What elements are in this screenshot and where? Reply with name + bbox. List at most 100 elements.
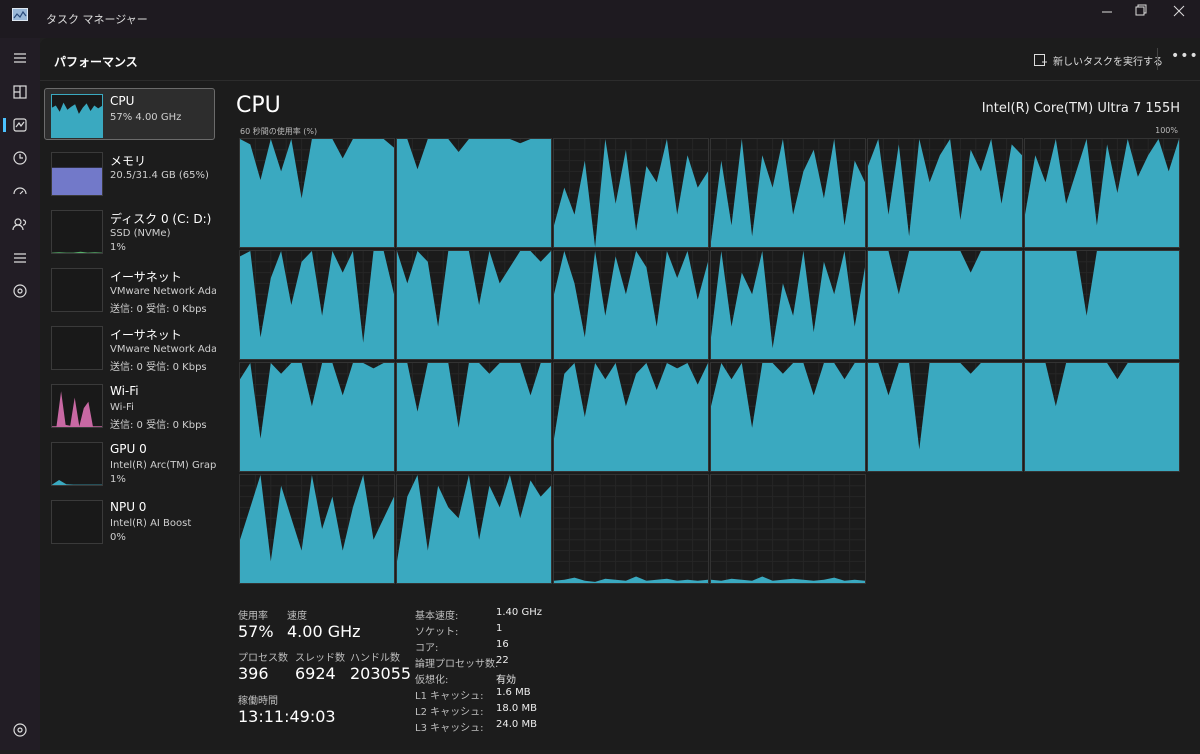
item-detail: 57% 4.00 GHz xyxy=(110,112,182,123)
item-detail: 1% xyxy=(110,242,126,253)
cpu-title: CPU xyxy=(236,93,281,118)
usage-area xyxy=(240,475,394,583)
usage-area xyxy=(397,475,551,583)
core-graph xyxy=(867,362,1023,472)
item-name: イーサネット xyxy=(110,328,182,342)
item-detail: 0% xyxy=(110,532,126,543)
stat-label: ハンドル数 xyxy=(350,653,400,664)
stat-value: 396 xyxy=(238,664,269,683)
title-bar: タスク マネージャー xyxy=(0,0,1200,38)
core-graph xyxy=(396,138,552,248)
core-graph xyxy=(867,138,1023,248)
item-detail: SSD (NVMe) xyxy=(110,228,171,239)
core-graph xyxy=(1024,362,1180,472)
usage-area xyxy=(868,251,1022,359)
stat-label: 速度 xyxy=(287,611,307,622)
thumbnail xyxy=(51,94,103,138)
item-detail: Intel(R) AI Boost xyxy=(110,518,192,529)
stat-value: 4.00 GHz xyxy=(287,622,361,641)
thumbnail xyxy=(51,442,103,486)
item-name: Wi-Fi xyxy=(110,384,139,398)
spec-label: 論理プロセッサ数: xyxy=(415,659,499,670)
usage-area xyxy=(240,363,394,471)
spec-label: L1 キャッシュ: xyxy=(415,691,484,702)
core-graph xyxy=(1024,250,1180,360)
spec-label: ソケット: xyxy=(415,627,459,638)
usage-area xyxy=(554,363,708,471)
core-graph xyxy=(553,362,709,472)
run-task-button[interactable]: 新しいタスクを実行する xyxy=(1033,50,1163,70)
item-name: NPU 0 xyxy=(110,500,147,514)
core-graph xyxy=(239,250,395,360)
usage-area xyxy=(397,139,551,247)
navigation-rail xyxy=(0,38,40,750)
item-detail: VMware Network Adapt xyxy=(110,286,216,297)
usage-area xyxy=(1025,139,1179,247)
nav-icons[interactable] xyxy=(0,38,40,750)
spec-label: 仮想化: xyxy=(415,675,449,686)
core-graph xyxy=(710,250,866,360)
thumbnail xyxy=(51,268,103,312)
core-graph xyxy=(239,362,395,472)
core-graph xyxy=(553,474,709,584)
item-name: イーサネット xyxy=(110,270,182,284)
usage-area xyxy=(554,139,708,247)
usage-area xyxy=(240,139,394,247)
usage-area xyxy=(711,576,865,583)
usage-area xyxy=(868,139,1022,247)
core-graph xyxy=(867,250,1023,360)
item-name: CPU xyxy=(110,94,135,108)
stat-label: スレッド数 xyxy=(295,653,345,664)
stat-label: プロセス数 xyxy=(238,653,288,664)
core-graph xyxy=(239,138,395,248)
item-detail: VMware Network Adapt xyxy=(110,344,216,355)
thumbnail xyxy=(51,500,103,544)
usage-area xyxy=(52,167,102,195)
spec-value: 1 xyxy=(496,623,503,634)
usage-area xyxy=(397,363,551,471)
window-title: タスク マネージャー xyxy=(46,13,148,26)
usage-area xyxy=(711,139,865,247)
core-graph xyxy=(239,474,395,584)
core-graph xyxy=(553,138,709,248)
graph-label: 60 秒間の使用率 (%) xyxy=(240,127,318,136)
run-task-label: 新しいタスクを実行する xyxy=(1053,56,1163,68)
item-detail: Intel(R) Arc(TM) Graphic xyxy=(110,460,216,471)
usage-area xyxy=(397,251,551,359)
usage-area xyxy=(711,251,865,359)
usage-area xyxy=(52,251,102,253)
usage-area xyxy=(868,363,1022,471)
spec-label: 基本速度: xyxy=(415,611,459,622)
spec-label: L2 キャッシュ: xyxy=(415,707,484,718)
thumbnail xyxy=(51,152,103,196)
item-detail: 送信: 0 受信: 0 Kbps xyxy=(110,304,207,315)
usage-area xyxy=(52,480,102,485)
window-controls[interactable] xyxy=(1080,0,1200,30)
core-graph xyxy=(553,250,709,360)
stat-value: 13:11:49:03 xyxy=(238,707,336,726)
core-graph xyxy=(396,474,552,584)
item-detail: 送信: 0 受信: 0 Kbps xyxy=(110,362,207,373)
usage-area xyxy=(240,251,394,359)
stat-value: 6924 xyxy=(295,664,336,683)
thumbnail xyxy=(51,210,103,254)
page-title: パフォーマンス xyxy=(54,55,138,69)
more-button[interactable]: ••• xyxy=(1171,48,1199,64)
item-detail: 20.5/31.4 GB (65%) xyxy=(110,170,209,181)
spec-value: 16 xyxy=(496,639,509,650)
item-detail: 1% xyxy=(110,474,126,485)
spec-label: コア: xyxy=(415,643,439,654)
item-detail: 送信: 0 受信: 0 Kbps xyxy=(110,420,207,431)
thumbnail xyxy=(51,326,103,370)
header-divider xyxy=(40,80,1200,81)
spec-value: 有効 xyxy=(496,675,516,686)
usage-area xyxy=(52,391,102,427)
stat-value: 203055 xyxy=(350,664,412,683)
thumbnail xyxy=(51,384,103,428)
run-task-icon xyxy=(1034,54,1047,66)
core-graph xyxy=(396,362,552,472)
spec-value: 1.40 GHz xyxy=(496,607,542,618)
spec-value: 22 xyxy=(496,655,509,666)
stat-value: 57% xyxy=(238,622,274,641)
